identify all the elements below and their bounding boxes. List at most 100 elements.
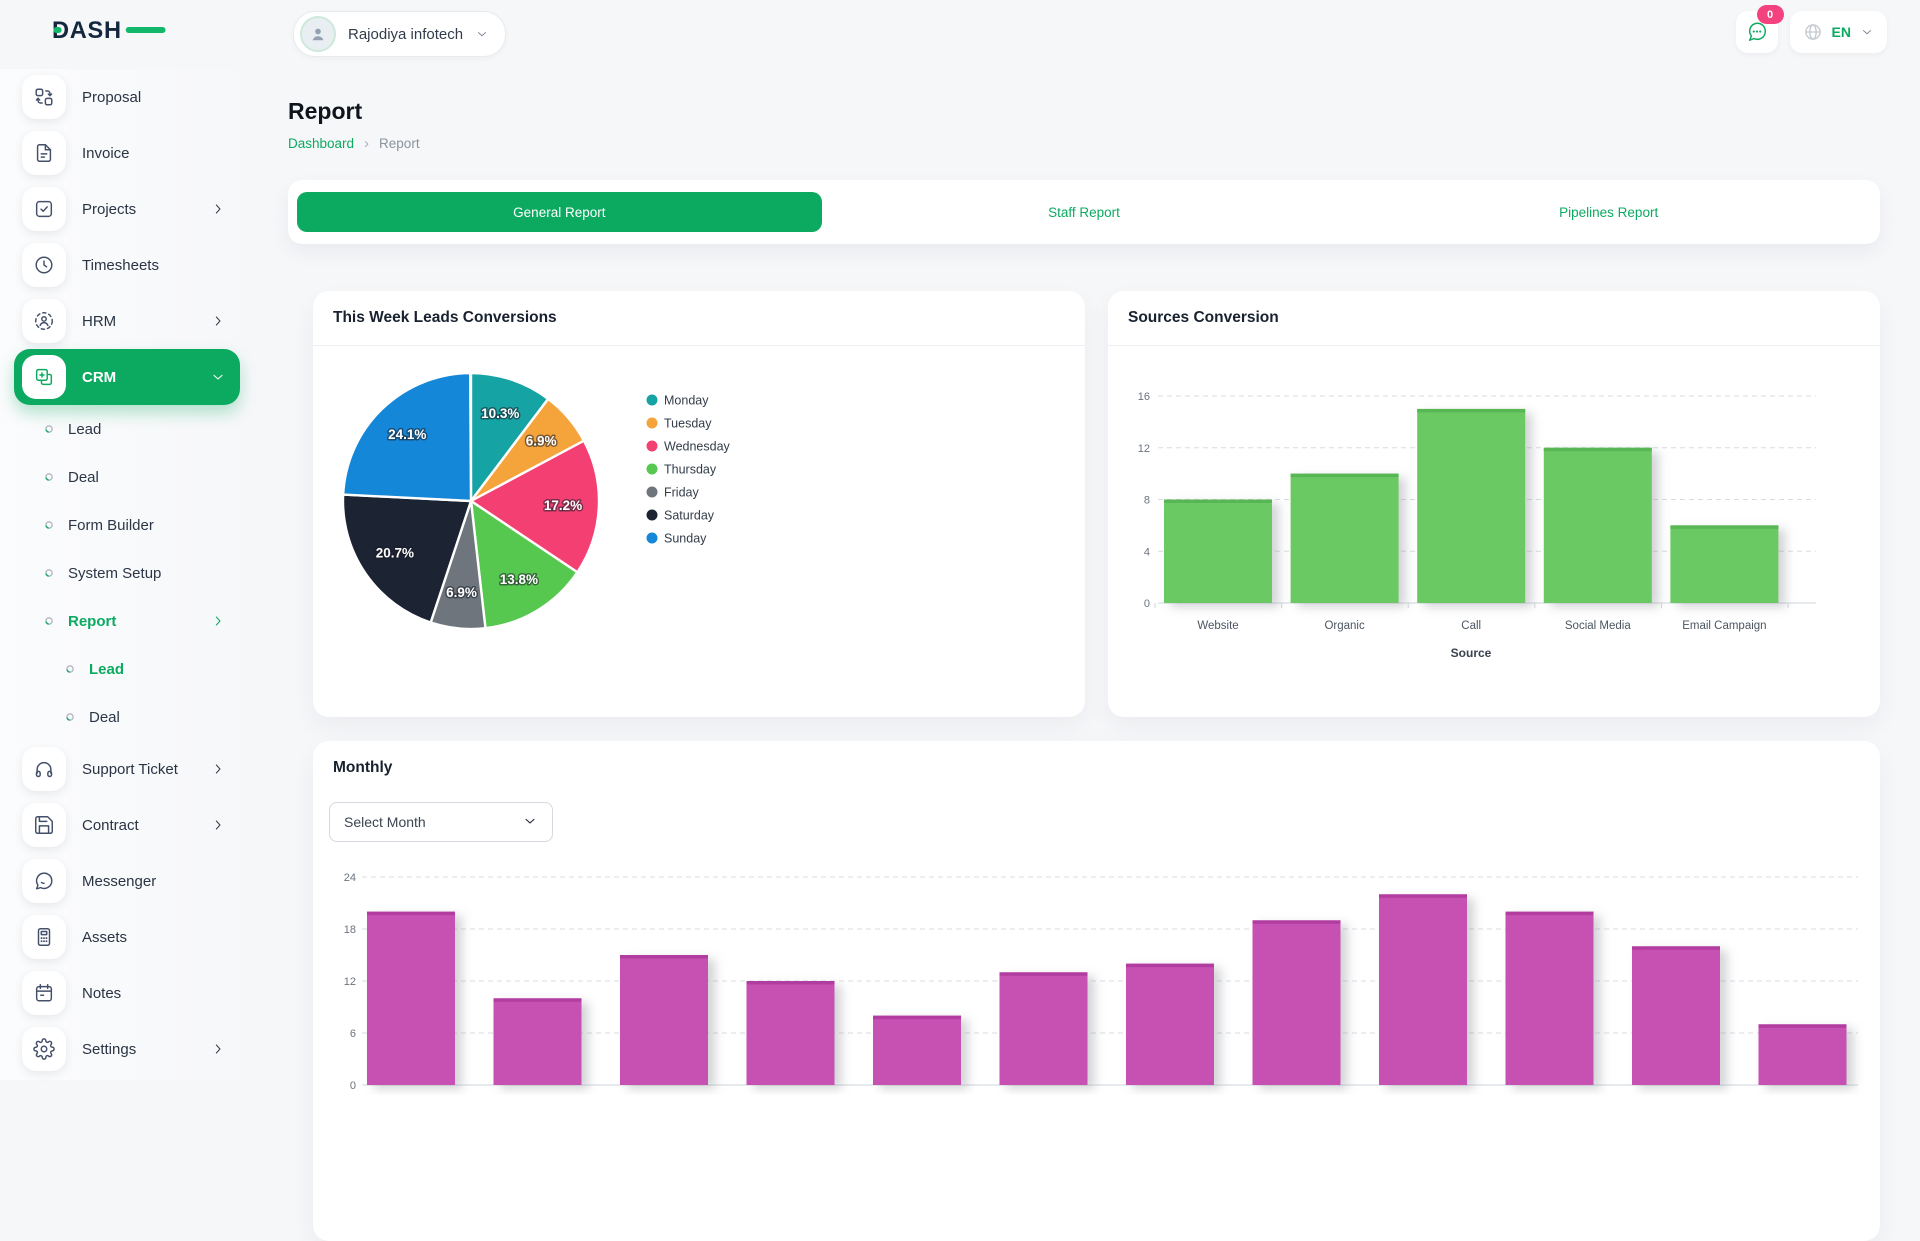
legend-label: Friday: [664, 486, 699, 500]
bullet-icon: [44, 520, 54, 530]
weekly-leads-pie-chart[interactable]: 10.3% 6.9% 17.2% 13.8% 6.9% 20.7% 24.1% Monday T…: [330, 360, 760, 670]
y-tick-label: 12: [344, 976, 356, 988]
bar-website[interactable]: [1164, 499, 1272, 604]
legend-label: Sunday: [664, 532, 707, 546]
assets-icon: [22, 915, 66, 959]
sidebar-item-invoice[interactable]: Invoice: [14, 125, 240, 181]
sidebar: Proposal Invoice Projects Timesheets HRM CRM L…: [0, 69, 256, 1080]
bar-4[interactable]: [746, 981, 835, 1085]
pie-slice-sunday[interactable]: [341, 371, 473, 503]
bullet-icon: [44, 568, 54, 578]
bullet-icon: [44, 424, 54, 434]
settings-icon: [22, 1027, 66, 1071]
bar-10[interactable]: [1505, 911, 1594, 1085]
pie-slice-thursday[interactable]: [469, 499, 579, 630]
legend-label: Wednesday: [664, 440, 731, 454]
bar-5[interactable]: [873, 1015, 961, 1085]
bar-3[interactable]: [620, 955, 708, 1085]
bar-9[interactable]: [1379, 894, 1467, 1085]
sidebar-item-hrm[interactable]: HRM: [14, 293, 240, 349]
bar-1[interactable]: [367, 911, 455, 1085]
crm-icon: [22, 355, 66, 399]
sources-conversion-bar-chart[interactable]: 0 4 8 12 16 Website Organic Call Social Media Ema…: [1128, 380, 1868, 680]
chevron-right-icon: [210, 1041, 226, 1057]
sidebar-item-support-ticket[interactable]: Support Ticket: [14, 741, 240, 797]
chevron-down-icon: [522, 813, 538, 832]
pie-slice-saturday[interactable]: [341, 493, 473, 624]
breadcrumb-separator-icon: ›: [364, 135, 370, 152]
y-tick-label: 16: [1138, 391, 1150, 403]
chevron-down-icon: [1860, 25, 1874, 39]
legend-dot: [646, 486, 658, 498]
app-logo[interactable]: DASH: [52, 14, 170, 51]
message-count-badge: 0: [1756, 5, 1784, 24]
sidebar-item-crm[interactable]: CRM: [14, 349, 240, 405]
sidebar-item-deal[interactable]: Deal: [14, 453, 240, 501]
legend-item-saturday[interactable]: Saturday: [646, 509, 715, 523]
bar-12[interactable]: [1758, 1024, 1847, 1085]
sidebar-item-deal[interactable]: Deal: [14, 693, 240, 741]
page-title: Report: [288, 98, 363, 124]
sidebar-item-system-setup[interactable]: System Setup: [14, 549, 240, 597]
projects-icon: [22, 187, 66, 231]
bar-2[interactable]: [493, 998, 582, 1085]
pie-slice-monday[interactable]: [469, 371, 550, 503]
sidebar-item-settings[interactable]: Settings: [14, 1021, 240, 1077]
pie-slice-wednesday[interactable]: [469, 439, 601, 574]
sidebar-item-messenger[interactable]: Messenger: [14, 853, 240, 909]
pie-slice-label: 10.3%: [481, 406, 519, 421]
tab-general-report[interactable]: General Report: [297, 192, 822, 232]
language-selector[interactable]: EN: [1789, 11, 1887, 53]
chevron-down-icon: [210, 369, 226, 385]
sidebar-item-assets[interactable]: Assets: [14, 909, 240, 965]
bullet-icon: [65, 664, 75, 674]
company-selector[interactable]: Rajodiya infotech: [293, 11, 507, 57]
legend-item-tuesday[interactable]: Tuesday: [646, 417, 713, 431]
bar-social-media[interactable]: [1543, 447, 1652, 603]
legend-dot: [646, 440, 658, 452]
messages-button[interactable]: 0: [1735, 5, 1784, 53]
legend-item-thursday[interactable]: Thursday: [646, 463, 717, 477]
legend-item-sunday[interactable]: Sunday: [646, 532, 708, 546]
legend-dot: [646, 532, 658, 544]
sidebar-item-proposal[interactable]: Proposal: [14, 69, 240, 125]
card-title: Monthly: [333, 759, 393, 776]
bar-call[interactable]: [1417, 408, 1526, 603]
pie-slice-label: 6.9%: [446, 585, 477, 600]
sidebar-item-projects[interactable]: Projects: [14, 181, 240, 237]
bar-organic[interactable]: [1290, 473, 1399, 603]
sidebar-item-timesheets[interactable]: Timesheets: [14, 237, 240, 293]
language-code: EN: [1831, 24, 1851, 40]
bar-11[interactable]: [1632, 946, 1720, 1085]
chevron-right-icon: [210, 613, 226, 629]
bullet-icon: [44, 616, 54, 626]
bar-email-campaign[interactable]: [1670, 525, 1779, 603]
legend-item-friday[interactable]: Friday: [646, 486, 700, 500]
tab-staff-report[interactable]: Staff Report: [1048, 204, 1120, 220]
sidebar-item-report[interactable]: Report: [14, 597, 240, 645]
logo-dot-accent: [53, 27, 62, 33]
chevron-right-icon: [210, 817, 226, 833]
monthly-bar-chart[interactable]: 0 6 12 18 24: [330, 860, 1875, 1095]
bar-7[interactable]: [1126, 963, 1214, 1085]
sidebar-item-notes[interactable]: Notes: [14, 965, 240, 1021]
sidebar-item-contract[interactable]: Contract: [14, 797, 240, 853]
chevron-right-icon: [210, 313, 226, 329]
y-tick-label: 4: [1144, 546, 1150, 558]
pie-slice-label: 17.2%: [544, 498, 582, 513]
month-select-dropdown[interactable]: Select Month: [329, 802, 553, 842]
sidebar-item-lead[interactable]: Lead: [14, 645, 240, 693]
sidebar-item-form-builder[interactable]: Form Builder: [14, 501, 240, 549]
bar-8[interactable]: [1252, 920, 1341, 1085]
pie-slice-label: 24.1%: [388, 427, 426, 442]
report-tabs: General Report Staff Report Pipelines Repo…: [288, 180, 1880, 244]
x-category-label: Website: [1197, 620, 1238, 632]
legend-item-monday[interactable]: Monday: [646, 394, 710, 408]
breadcrumb-dashboard-link[interactable]: Dashboard: [288, 136, 355, 151]
bar-6[interactable]: [999, 972, 1088, 1085]
legend-item-wednesday[interactable]: Wednesday: [646, 440, 731, 454]
sidebar-item-lead[interactable]: Lead: [14, 405, 240, 453]
tab-pipelines-report[interactable]: Pipelines Report: [1559, 204, 1659, 220]
company-name: Rajodiya infotech: [348, 25, 464, 43]
contract-icon: [22, 803, 66, 847]
